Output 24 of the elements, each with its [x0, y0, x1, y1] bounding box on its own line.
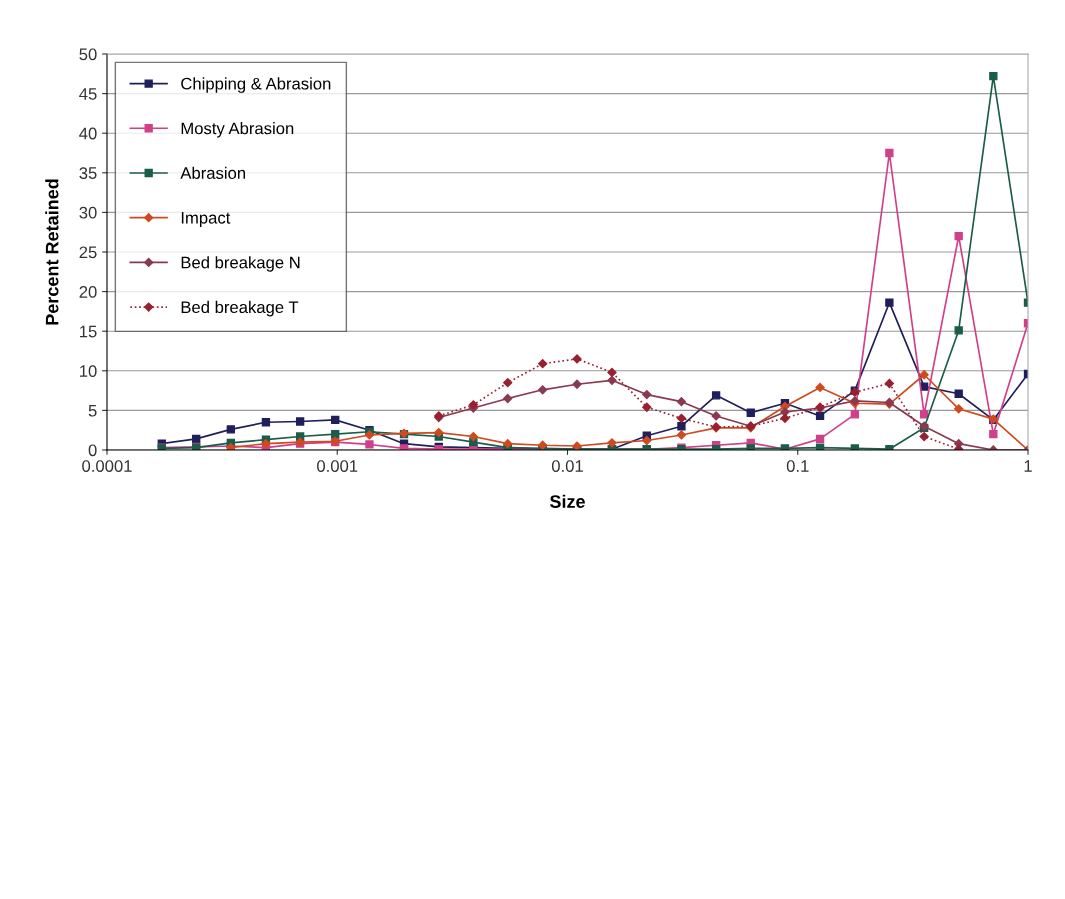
legend-label: Impact: [181, 212, 231, 227]
y-tick-label: 20: [79, 286, 97, 298]
y-tick-label: 0: [88, 444, 97, 457]
x-tick-label: 0.1: [786, 460, 809, 472]
x-tick-label: 0.01: [551, 460, 583, 472]
legend-label: Mosty Abrasion: [181, 122, 294, 138]
legend-label: Bed breakage N: [181, 256, 300, 272]
x-tick-label: 1: [1024, 460, 1032, 472]
y-tick-label: 35: [79, 167, 97, 179]
legend-label: Bed breakage T: [181, 300, 299, 317]
y-tick-label: 15: [80, 325, 97, 338]
y-tick-label: 10: [80, 365, 97, 377]
x-axis-title: Size: [549, 494, 585, 508]
y-tick-label: 40: [79, 127, 97, 140]
legend-label: Chipping & Abrasion: [181, 77, 331, 93]
x-tick-label: 0.001: [317, 460, 358, 472]
y-tick-label: 45: [79, 88, 97, 100]
y-axis-title: Percent Retained: [45, 179, 59, 325]
y-tick-label: 25: [79, 246, 97, 259]
x-tick-label: 0.0001: [82, 460, 132, 472]
y-tick-label: 50: [79, 48, 97, 61]
y-tick-label: 5: [88, 404, 97, 417]
y-tick-label: 30: [79, 206, 97, 219]
legend-label: Abrasion: [180, 166, 246, 179]
